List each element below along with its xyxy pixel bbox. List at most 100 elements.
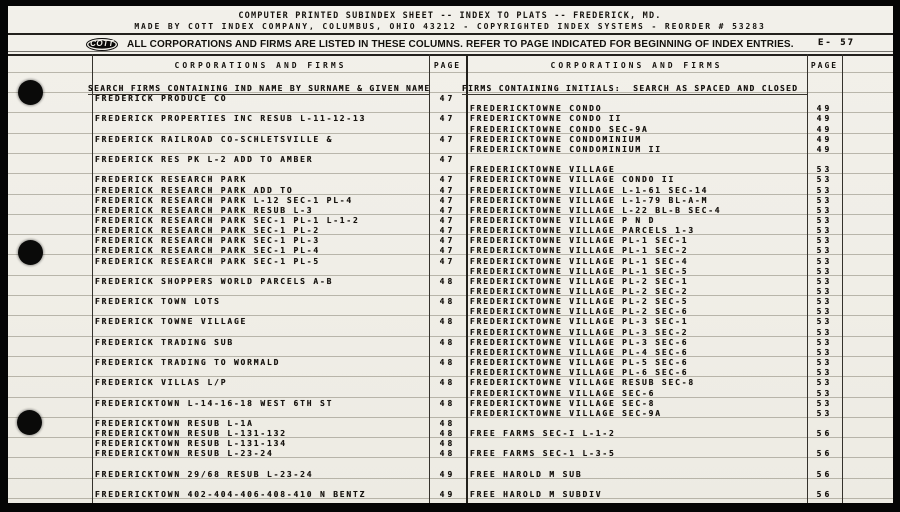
frame-right — [893, 0, 900, 512]
firm-name: FREDERICKTOWN L-14-16-18 WEST 6TH ST — [95, 398, 334, 408]
firm-name: FREDERICKTOWNE VILLAGE L-22 BL-B SEC-4 — [470, 205, 722, 215]
page-number: 49 — [816, 144, 833, 154]
page-number: 47 — [439, 185, 456, 195]
firm-name: FREDERICKTOWN RESUB L-131-134 — [95, 439, 287, 449]
firm-name: FREDERICK VILLAS L/P — [95, 378, 228, 388]
band-rule-thin — [8, 51, 893, 52]
page-number: 47 — [439, 155, 456, 165]
firm-name: FREDERICKTOWNE VILLAGE PARCELS 1-3 — [470, 226, 695, 236]
firm-name: FREDERICKTOWN RESUB L-1A — [95, 418, 254, 428]
firm-name: FREDERICK RESEARCH PARK SEC-1 PL-3 — [95, 236, 320, 246]
firm-name: FREDERICK PRODUCE CO — [95, 94, 228, 104]
page-number: 53 — [816, 388, 833, 398]
firm-name: FREE FARMS SEC-I L-1-2 — [470, 429, 616, 439]
page-number: 53 — [816, 327, 833, 337]
page-number: 53 — [816, 276, 833, 286]
ruled-line — [8, 71, 893, 73]
note-underline — [462, 93, 807, 95]
firm-name: FREDERICKTOWNE VILLAGE PL-5 SEC-6 — [470, 358, 689, 368]
firm-name: FREDERICKTOWNE CONDO SEC-9A — [470, 124, 649, 134]
firm-name: FREDERICK RESEARCH PARK RESUB L-3 — [95, 205, 314, 215]
page-number: 49 — [816, 114, 833, 124]
ruled-line — [8, 315, 893, 317]
center-divider — [466, 54, 468, 503]
firm-name: FREDERICK TOWNE VILLAGE — [95, 317, 248, 327]
cott-logo-text: COTT — [90, 39, 114, 48]
page-number: 48 — [439, 276, 456, 286]
frame-bottom — [0, 503, 900, 512]
firm-name: FREDERICK RESEARCH PARK SEC-1 PL-5 — [95, 256, 320, 266]
firm-name: FREDERICKTOWNE VILLAGE SEC-6 — [470, 388, 656, 398]
firm-name: FREDERICKTOWNE VILLAGE PL-2 SEC-2 — [470, 287, 689, 296]
sheet-subtitle: MADE BY COTT INDEX COMPANY, COLUMBUS, OH… — [134, 21, 766, 31]
page-number: 53 — [816, 317, 833, 327]
ruled-line — [8, 477, 893, 479]
firm-name: FREDERICKTOWNE CONDOMINIUM II — [470, 144, 662, 154]
firm-name: FREDERICKTOWN RESUB L-23-24 — [95, 449, 274, 459]
page-number: 53 — [816, 165, 833, 175]
firm-name: FREDERICKTOWNE VILLAGE PL-3 SEC-1 — [470, 317, 689, 327]
firm-name: FREDERICK RESEARCH PARK — [95, 175, 248, 185]
page-number: 49 — [439, 490, 456, 499]
page-number: 47 — [439, 226, 456, 236]
page-number: 48 — [439, 418, 456, 428]
firm-name: FREDERICKTOWNE VILLAGE SEC-8 — [470, 398, 656, 408]
firm-name: FREDERICKTOWNE VILLAGE L-1-61 SEC-14 — [470, 185, 709, 195]
page-number: 47 — [439, 256, 456, 266]
table-top-rule — [8, 54, 893, 56]
ruled-line — [8, 254, 893, 256]
ruled-line — [8, 173, 893, 175]
firm-name: FREDERICKTOWNE VILLAGE PL-2 SEC-5 — [470, 297, 689, 307]
note-underline — [88, 93, 429, 95]
firm-name: FREDERICKTOWNE VILLAGE CONDO II — [470, 175, 676, 185]
firm-name: FREDERICKTOWNE CONDO — [470, 104, 603, 114]
cott-logo: COTT — [86, 37, 118, 51]
firm-name: FREDERICKTOWNE VILLAGE RESUB SEC-8 — [470, 378, 695, 388]
page-number: 53 — [816, 175, 833, 185]
ruled-line — [8, 416, 893, 418]
sheet-title: COMPUTER PRINTED SUBINDEX SHEET -- INDEX… — [238, 11, 662, 21]
page-number: 53 — [816, 297, 833, 307]
firm-name: FREDERICKTOWNE VILLAGE PL-1 SEC-5 — [470, 266, 689, 276]
header-rule — [8, 33, 893, 35]
firm-name: FREE FARMS SEC-1 L-3-5 — [470, 449, 616, 459]
right-page-header: PAGE — [810, 61, 839, 70]
firm-name: FREDERICKTOWNE VILLAGE L-1-79 BL-A-M — [470, 195, 709, 205]
ruled-line — [8, 335, 893, 337]
firm-name: FREDERICK TRADING SUB — [95, 337, 234, 347]
firm-name: FREDERICKTOWNE VILLAGE P N D — [470, 215, 656, 225]
page-number: 53 — [816, 205, 833, 215]
punch-hole — [18, 240, 43, 265]
firm-name: FREDERICKTOWNE VILLAGE PL-4 SEC-6 — [470, 347, 689, 357]
ruled-line — [8, 234, 893, 236]
firm-name: FREDERICKTOWN RESUB L-131-132 — [95, 429, 287, 439]
page-number: 47 — [439, 205, 456, 215]
page-number: 48 — [439, 378, 456, 388]
page-number: 48 — [439, 429, 456, 439]
firm-name: FREDERICK PROPERTIES INC RESUB L-11-12-1… — [95, 114, 367, 124]
page-number: 53 — [816, 368, 833, 378]
left-margin-divider — [92, 54, 93, 503]
frame-left — [0, 0, 8, 512]
ruled-line — [8, 355, 893, 357]
firm-name: FREDERICKTOWNE VILLAGE PL-1 SEC-4 — [470, 256, 689, 266]
firm-name: FREDERICK SHOPPERS WORLD PARCELS A-B — [95, 276, 334, 286]
page-number: 53 — [816, 307, 833, 317]
firm-name: FREDERICKTOWNE VILLAGE PL-6 SEC-6 — [470, 368, 689, 378]
punch-hole — [18, 80, 43, 105]
ruled-line — [8, 152, 893, 154]
page-number: 53 — [816, 287, 833, 296]
right-margin-divider — [842, 54, 843, 503]
firm-name: FREDERICK RESEARCH PARK L-12 SEC-1 PL-4 — [95, 195, 354, 205]
firm-name: FREDERICKTOWNE VILLAGE PL-2 SEC-6 — [470, 307, 689, 317]
left-page-col-divider — [429, 54, 430, 503]
ruled-line — [8, 274, 893, 276]
firm-name: FREDERICKTOWNE VILLAGE PL-1 SEC-2 — [470, 246, 689, 256]
page-number: 53 — [816, 236, 833, 246]
page-number: 48 — [439, 337, 456, 347]
page-number: 53 — [816, 398, 833, 408]
firm-name: FREDERICKTOWNE CONDO II — [470, 114, 623, 124]
firm-name: FREDERICK TRADING TO WORMALD — [95, 358, 281, 368]
firm-name: FREDERICKTOWNE CONDOMINIUM — [470, 134, 643, 144]
